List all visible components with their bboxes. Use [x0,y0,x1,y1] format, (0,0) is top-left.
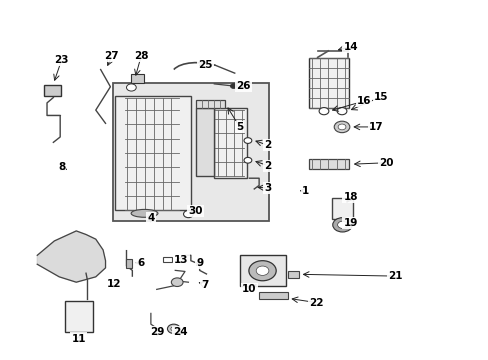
Text: 2: 2 [264,161,271,171]
Text: 4: 4 [147,213,154,223]
Text: 3: 3 [264,183,271,193]
Bar [331,198,352,220]
Text: 23: 23 [54,55,69,65]
Text: 30: 30 [188,206,203,216]
Text: 18: 18 [343,192,357,202]
Text: 27: 27 [104,51,119,61]
Bar [288,271,299,278]
Bar [195,100,224,108]
Bar [162,257,172,262]
Text: 12: 12 [106,279,121,289]
Bar [309,58,348,108]
Bar [131,74,143,83]
Circle shape [337,221,346,228]
Circle shape [170,327,176,331]
Bar [115,96,190,211]
Circle shape [332,218,351,232]
Bar [213,108,246,178]
Bar [65,301,93,332]
Polygon shape [37,231,105,282]
Circle shape [171,278,183,287]
Text: 16: 16 [356,96,370,106]
Text: 9: 9 [196,258,203,268]
Circle shape [126,84,136,91]
Ellipse shape [131,210,158,217]
Circle shape [336,108,346,115]
Circle shape [333,121,349,133]
Bar [126,259,132,268]
Bar [43,85,61,96]
Text: 5: 5 [236,122,243,132]
Bar [239,255,285,286]
Circle shape [337,124,345,130]
Text: 29: 29 [150,327,164,337]
Bar [195,108,214,176]
Text: 8: 8 [58,162,65,172]
Text: 10: 10 [242,284,256,294]
Text: 7: 7 [201,280,208,290]
Circle shape [183,211,193,218]
Text: 14: 14 [343,42,357,51]
Circle shape [319,108,328,115]
Text: 28: 28 [134,51,148,61]
Text: 13: 13 [174,255,188,265]
Circle shape [256,266,268,275]
Text: 19: 19 [343,218,357,228]
Bar [113,83,268,221]
Text: 26: 26 [236,81,250,91]
Text: 15: 15 [373,92,387,102]
Text: 1: 1 [301,186,308,196]
Circle shape [167,324,180,333]
Bar [309,159,348,169]
Text: 25: 25 [198,60,212,70]
Text: 17: 17 [368,122,383,132]
Circle shape [248,261,276,281]
Text: 24: 24 [172,327,187,337]
Text: 21: 21 [387,271,402,281]
Text: 11: 11 [71,333,86,343]
Text: 6: 6 [137,258,144,268]
Circle shape [244,138,251,143]
Circle shape [244,157,251,163]
Text: 20: 20 [378,158,392,168]
Circle shape [230,84,237,89]
Text: 22: 22 [309,298,323,308]
Text: 2: 2 [264,140,271,150]
Bar [259,292,288,299]
